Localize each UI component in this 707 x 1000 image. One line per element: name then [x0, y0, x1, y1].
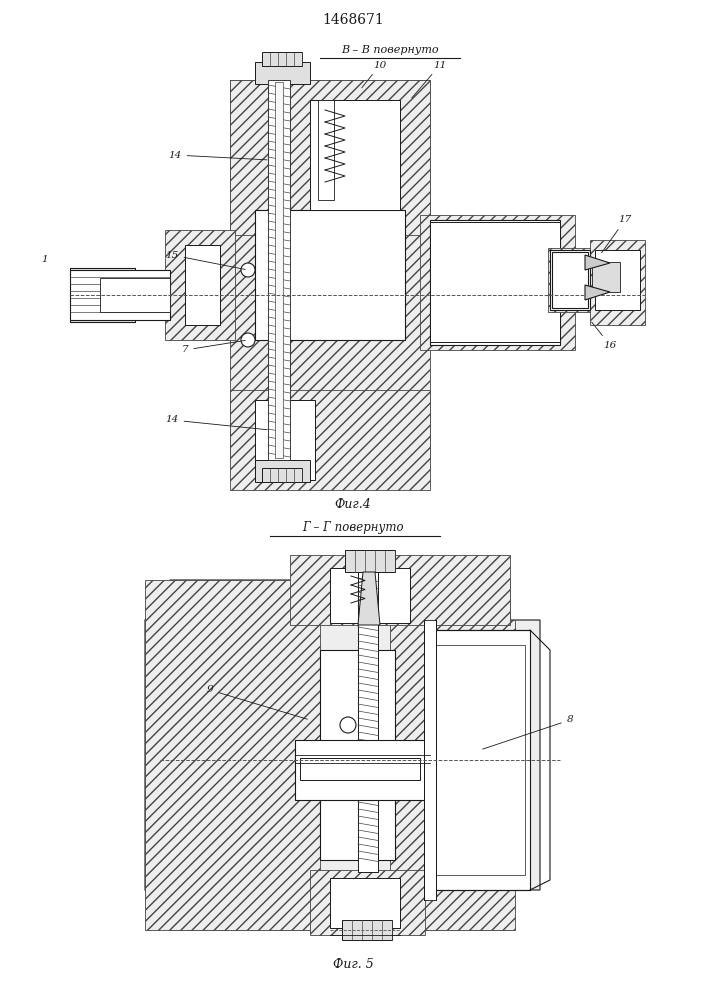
Bar: [255, 210, 405, 340]
Polygon shape: [145, 580, 540, 930]
Text: Фиг.4: Фиг.4: [334, 498, 371, 512]
Bar: [342, 920, 392, 940]
Polygon shape: [585, 285, 610, 300]
Text: 7: 7: [182, 340, 245, 355]
Bar: [318, 100, 334, 200]
Bar: [590, 240, 645, 325]
Bar: [435, 645, 525, 875]
Text: 11: 11: [411, 60, 447, 98]
Text: 1: 1: [42, 255, 48, 264]
Bar: [295, 780, 425, 800]
Bar: [320, 650, 395, 860]
Bar: [165, 230, 235, 340]
Text: 14: 14: [168, 150, 267, 160]
Bar: [262, 468, 302, 482]
Bar: [290, 555, 510, 625]
Bar: [295, 740, 425, 760]
Bar: [420, 215, 575, 350]
Circle shape: [241, 333, 255, 347]
Bar: [230, 390, 430, 490]
Bar: [300, 758, 420, 780]
Bar: [424, 620, 436, 900]
Bar: [592, 262, 620, 292]
Bar: [390, 620, 515, 930]
Bar: [552, 252, 588, 308]
Text: Г – Г повернуто: Г – Г повернуто: [302, 522, 404, 534]
Polygon shape: [585, 255, 610, 270]
Bar: [185, 245, 220, 325]
Bar: [345, 550, 395, 572]
Circle shape: [340, 717, 356, 733]
Bar: [100, 278, 170, 312]
Bar: [430, 222, 560, 342]
Bar: [262, 52, 302, 66]
Bar: [70, 268, 135, 322]
Polygon shape: [358, 572, 380, 625]
Bar: [70, 270, 170, 320]
Text: 16: 16: [592, 322, 617, 350]
Bar: [230, 80, 430, 235]
Text: 1468671: 1468671: [322, 13, 384, 27]
Bar: [330, 878, 400, 928]
Bar: [230, 80, 430, 460]
Text: 8: 8: [483, 716, 573, 749]
Bar: [310, 870, 425, 935]
Text: 10: 10: [362, 60, 387, 88]
Bar: [295, 740, 425, 800]
Bar: [268, 80, 290, 460]
Text: 14: 14: [165, 416, 267, 430]
Bar: [548, 248, 592, 312]
Bar: [430, 220, 560, 345]
Bar: [550, 250, 590, 310]
Text: В – В повернуто: В – В повернуто: [341, 45, 439, 55]
Bar: [595, 250, 640, 310]
Bar: [145, 580, 320, 930]
Bar: [330, 568, 410, 623]
Bar: [430, 630, 530, 890]
Circle shape: [241, 263, 255, 277]
Text: Фиг. 5: Фиг. 5: [332, 958, 373, 972]
Text: 9: 9: [206, 686, 308, 719]
Text: 15: 15: [165, 250, 245, 269]
Bar: [358, 572, 378, 872]
Bar: [255, 400, 315, 480]
Bar: [275, 82, 283, 458]
Text: 17: 17: [602, 216, 631, 253]
Bar: [255, 62, 310, 84]
Bar: [310, 100, 400, 210]
Bar: [255, 460, 310, 482]
